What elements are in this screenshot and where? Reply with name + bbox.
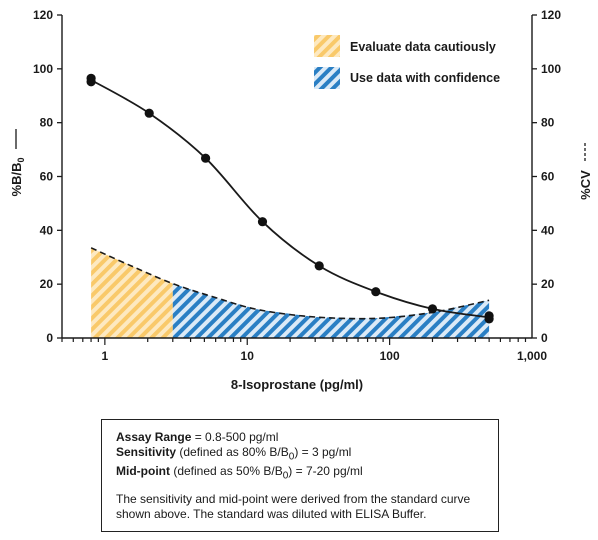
legend-swatch-caution — [314, 35, 340, 57]
y-right-tick-label: 100 — [541, 62, 561, 76]
midpoint-sub: 0 — [282, 470, 289, 482]
legend-label-caution: Evaluate data cautiously — [350, 40, 496, 54]
sensitivity-label: Sensitivity — [116, 445, 177, 459]
sensitivity-sub: 0 — [288, 451, 295, 463]
y-axis-title-left: %B/B0 — [9, 129, 26, 196]
x-tick-label: 1,000 — [517, 349, 547, 363]
bb0-data-point — [371, 287, 381, 297]
assay-note-line-1: The sensitivity and mid-point were deriv… — [116, 491, 471, 506]
midpoint-value-post: ) = 7-20 pg/ml — [288, 464, 363, 479]
legend-swatch-confidence — [314, 67, 340, 89]
y-left-title-main: %B/B — [9, 163, 24, 197]
bb0-data-point — [427, 304, 438, 314]
bb0-data-point — [314, 261, 324, 271]
caution-region — [91, 247, 173, 338]
sensitivity-value-post: ) = 3 pg/ml — [294, 445, 352, 459]
x-tick-label: 10 — [241, 349, 255, 363]
assay-range-value: = 0.8-500 pg/ml — [191, 430, 279, 444]
x-tick-label: 1 — [102, 349, 109, 363]
sensitivity-row: Sensitivity (defined as 80% B/B0) = 3 pg… — [116, 445, 484, 464]
y-left-tick-label: 40 — [40, 223, 54, 237]
y-right-tick-label: 60 — [541, 170, 555, 184]
y-right-tick-label: 20 — [541, 277, 555, 291]
y-left-tick-label: 100 — [33, 62, 53, 76]
y-axis-title-right: %CV — [578, 143, 593, 200]
assay-note-line-2: shown above. The standard was diluted wi… — [116, 506, 427, 521]
x-axis-title: 8-Isoprostane (pg/ml) — [231, 377, 363, 392]
assay-note: The sensitivity and mid-point were deriv… — [116, 492, 484, 522]
bb0-data-point — [257, 217, 268, 227]
midpoint-label: Mid-point — [116, 464, 170, 479]
sensitivity-value-pre: (defined as 80% B/B — [176, 445, 289, 459]
y-right-tick-label: 40 — [541, 223, 555, 237]
midpoint-row: Mid-point (defined as 50% B/B0) = 7-20 p… — [116, 464, 484, 483]
confidence-region — [172, 283, 490, 338]
y-left-tick-label: 60 — [40, 170, 54, 184]
assay-range-row: Assay Range = 0.8-500 pg/ml — [116, 430, 484, 445]
y-right-title: %CV — [578, 170, 593, 200]
series-layer — [86, 73, 494, 324]
y-right-tick-label: 0 — [541, 331, 548, 345]
svg-text:%B/B0: %B/B0 — [9, 158, 26, 197]
y-left-tick-label: 20 — [40, 277, 54, 291]
y-right-tick-label: 80 — [541, 116, 555, 130]
y-left-title-sub: 0 — [16, 158, 26, 163]
y-left-tick-label: 80 — [40, 116, 54, 130]
y-right-tick-label: 120 — [541, 8, 561, 22]
midpoint-value-pre: (defined as 50% B/B — [169, 464, 283, 479]
assay-info-box: Assay Range = 0.8-500 pg/ml Sensitivity … — [101, 419, 499, 532]
x-tick-label: 100 — [380, 349, 400, 363]
bb0-data-point — [201, 153, 211, 163]
bb0-data-point — [86, 77, 96, 87]
bb0-data-point — [484, 314, 494, 324]
assay-range-label: Assay Range — [116, 430, 192, 444]
legend-label-confidence: Use data with confidence — [350, 71, 500, 85]
confidence-bands — [91, 247, 490, 338]
legend: Evaluate data cautiously Use data with c… — [314, 35, 500, 89]
y-left-tick-label: 0 — [46, 331, 53, 345]
bb0-data-point — [144, 108, 154, 118]
y-left-tick-label: 120 — [33, 8, 53, 22]
